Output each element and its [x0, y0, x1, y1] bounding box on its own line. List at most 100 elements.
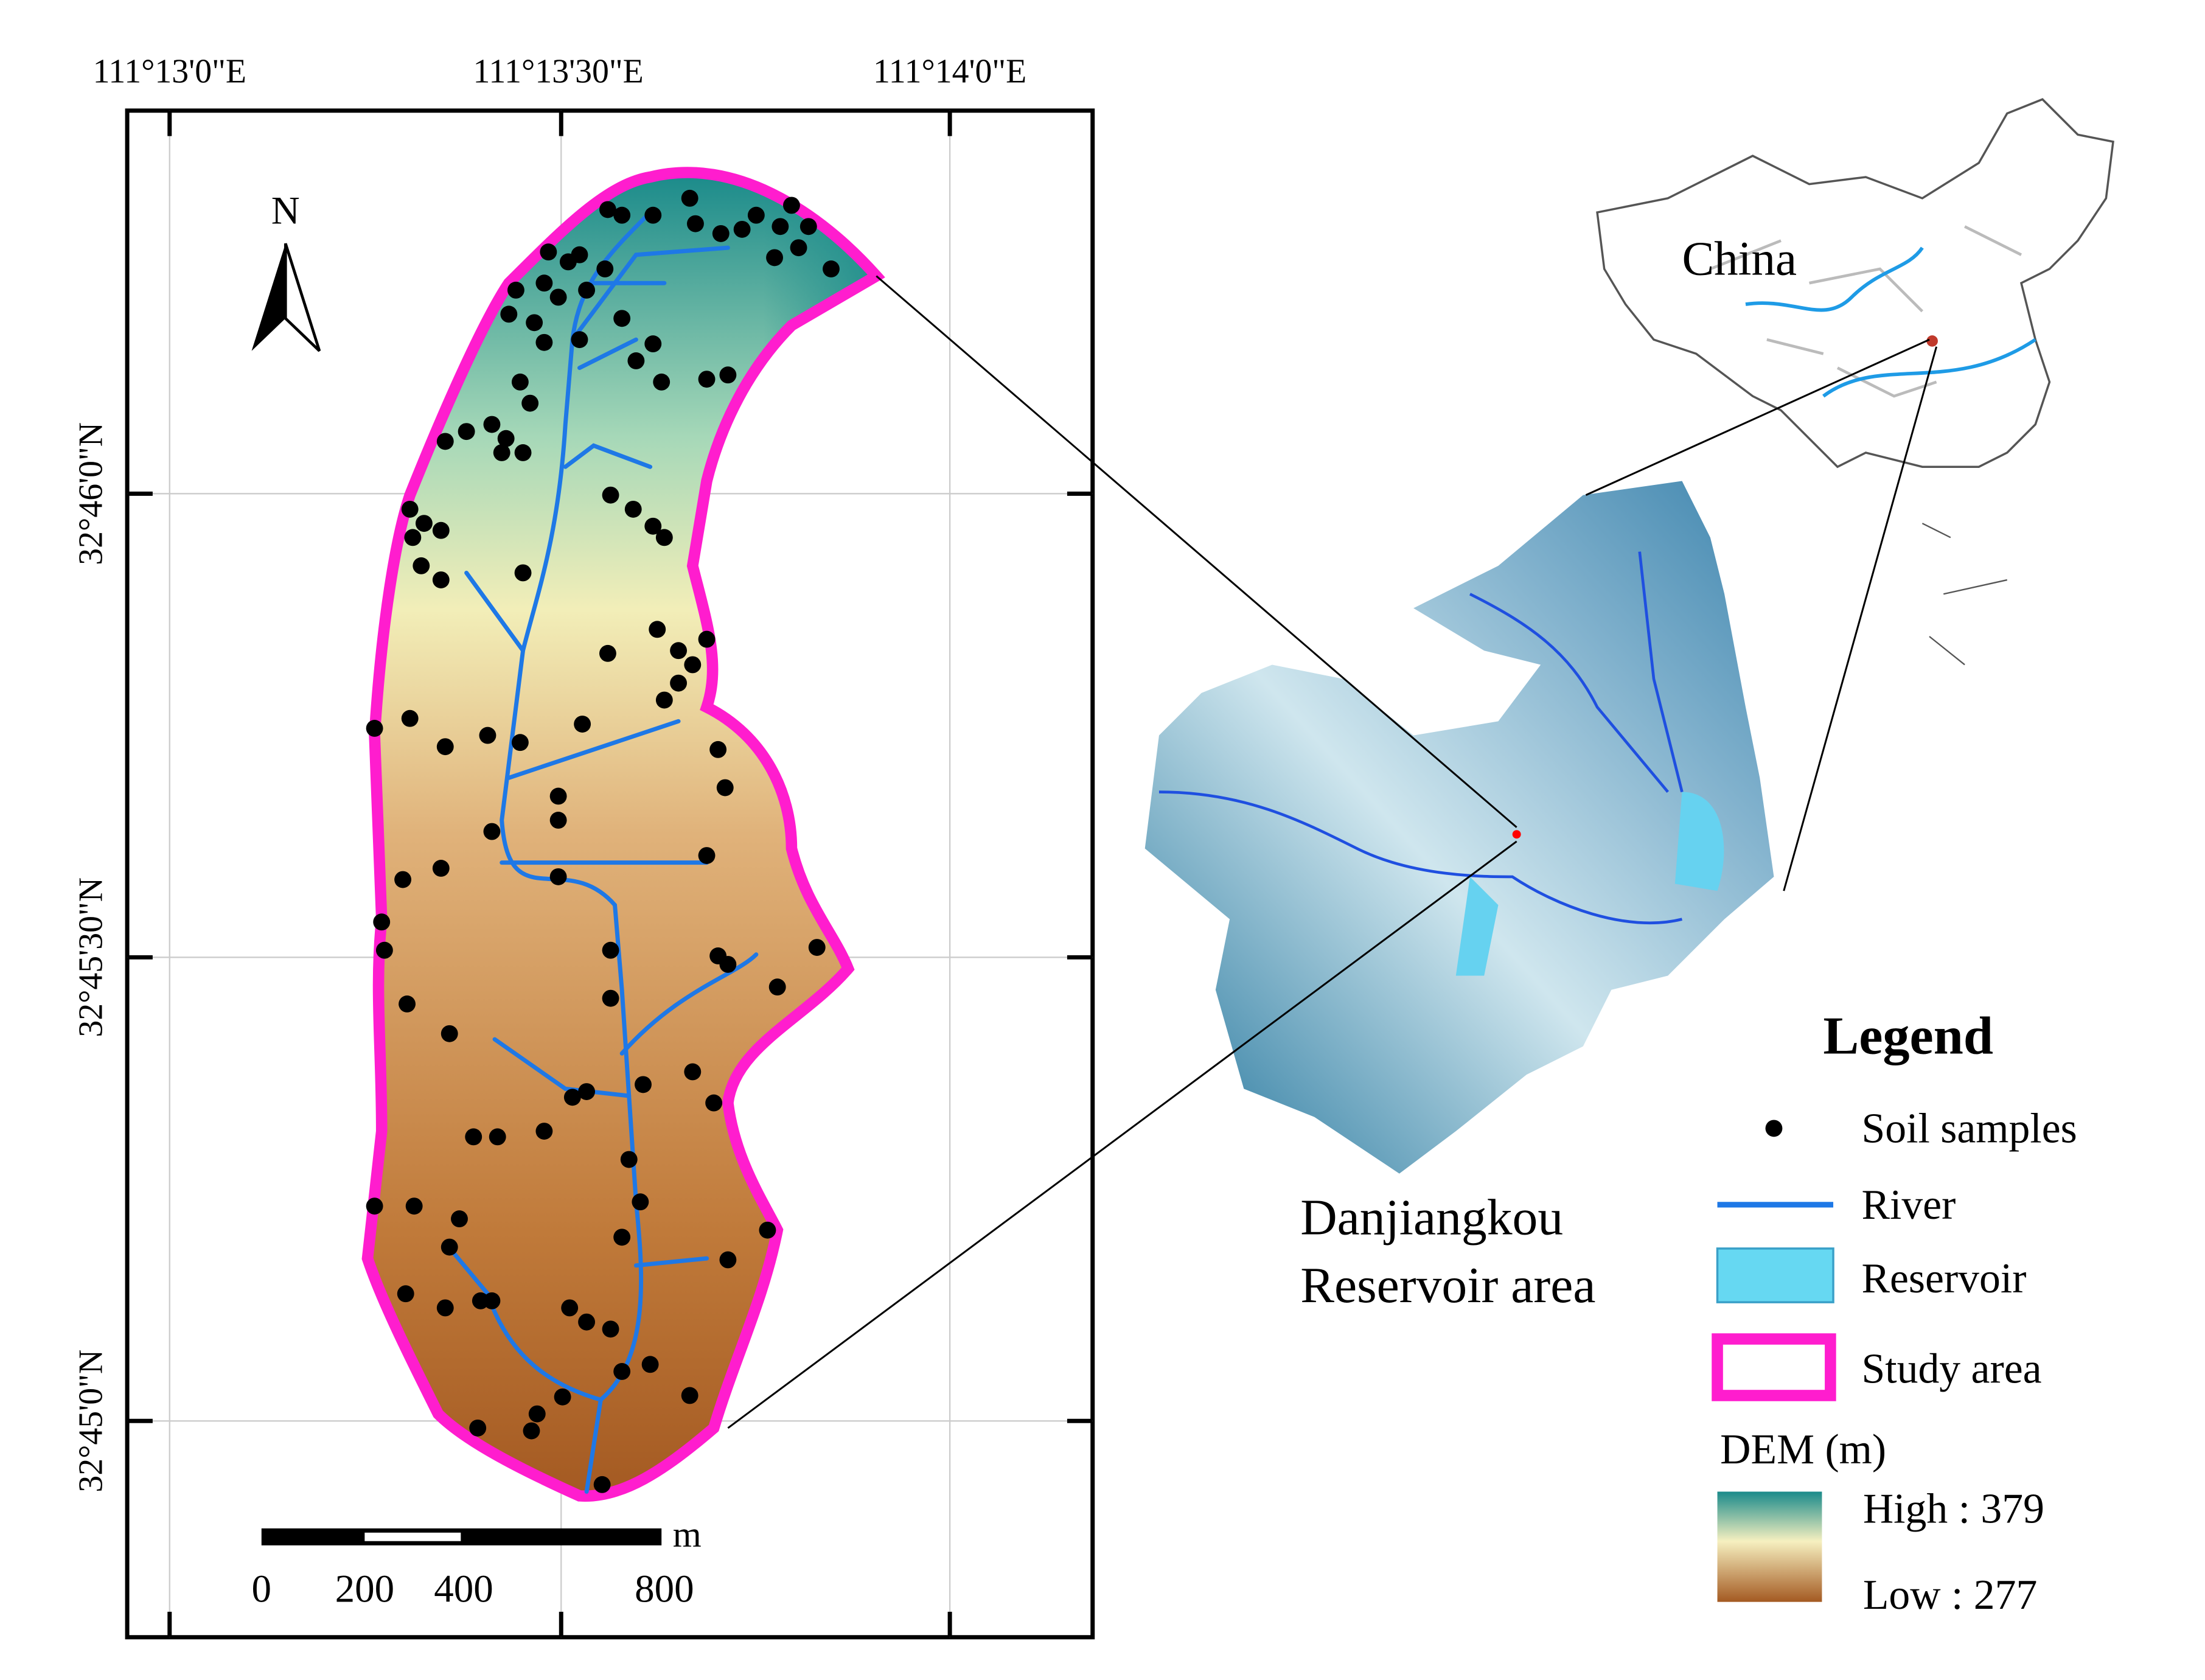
- soil-sample: [479, 727, 496, 744]
- region-label: Reservoir area: [1300, 1257, 1595, 1314]
- soil-sample: [766, 249, 783, 267]
- soil-sample: [535, 333, 553, 351]
- soil-sample: [571, 331, 588, 349]
- soil-sample: [602, 1320, 619, 1338]
- soil-sample: [698, 847, 716, 864]
- soil-sample: [681, 1387, 698, 1404]
- soil-sample: [535, 1123, 553, 1140]
- soil-sample: [719, 366, 737, 384]
- soil-sample: [772, 218, 789, 235]
- soil-sample: [681, 189, 698, 207]
- soil-sample: [415, 515, 433, 532]
- soil-sample: [644, 335, 662, 353]
- soil-sample: [632, 1193, 649, 1211]
- soil-sample: [436, 1299, 454, 1317]
- soil-sample: [644, 206, 662, 224]
- soil-samples: [366, 189, 840, 1493]
- soil-sample: [394, 871, 412, 888]
- soil-sample: [489, 1128, 506, 1146]
- soil-sample: [596, 260, 614, 277]
- soil-sample: [808, 939, 826, 956]
- scale-bar: 0 200 400 800 m: [252, 1514, 702, 1611]
- scale-label: 400: [434, 1567, 493, 1611]
- soil-sample: [549, 787, 567, 805]
- soil-sample: [641, 1356, 659, 1373]
- scale-label: 800: [635, 1567, 694, 1611]
- soil-sample: [563, 1089, 581, 1106]
- zoom-lines: [727, 275, 1938, 1429]
- soil-sample: [561, 1299, 579, 1317]
- north-label: N: [271, 189, 300, 233]
- soil-sample: [578, 1313, 596, 1331]
- soil-sample: [413, 557, 430, 574]
- soil-sample: [521, 394, 539, 412]
- soil-sample: [497, 430, 515, 447]
- soil-sample: [432, 860, 450, 877]
- legend-title: Legend: [1823, 1006, 1993, 1065]
- soil-sample: [404, 529, 422, 546]
- longitude-label: 111°13'30"E: [473, 52, 644, 90]
- soil-sample: [602, 941, 619, 959]
- soil-sample: [401, 709, 419, 727]
- dem-low: Low : 277: [1863, 1572, 2037, 1619]
- soil-sample: [507, 281, 524, 299]
- frame-ticks: [127, 110, 1093, 1637]
- region-label: Danjiangkou: [1300, 1190, 1563, 1246]
- soil-sample: [366, 1197, 383, 1215]
- soil-sample: [549, 288, 567, 306]
- soil-sample: [627, 352, 645, 369]
- legend-label: River: [1861, 1182, 1956, 1229]
- soil-sample: [554, 1388, 571, 1406]
- soil-sample: [602, 486, 619, 504]
- soil-sample: [593, 1476, 611, 1493]
- scale-label: 0: [252, 1567, 272, 1611]
- soil-sample: [698, 630, 716, 648]
- soil-sample: [670, 674, 688, 692]
- soil-sample: [523, 1422, 540, 1440]
- soil-sample: [655, 691, 673, 709]
- soil-sample: [483, 823, 501, 840]
- soil-sample: [441, 1238, 458, 1256]
- soil-sample: [687, 215, 704, 232]
- soil-sample: [458, 423, 475, 441]
- soil-sample: [624, 500, 642, 518]
- soil-sample: [716, 779, 734, 796]
- soil-sample: [705, 1094, 723, 1112]
- rivers: [450, 210, 759, 1494]
- soil-sample: [469, 1419, 487, 1437]
- soil-sample: [451, 1210, 468, 1228]
- soil-sample: [799, 218, 817, 235]
- soil-sample: [613, 310, 631, 327]
- soil-sample: [599, 644, 616, 662]
- soil-sample: [823, 260, 840, 277]
- soil-sample: [549, 812, 567, 829]
- region-map: [1144, 481, 1774, 1174]
- soil-sample: [511, 734, 529, 751]
- soil-sample: [493, 444, 510, 461]
- soil-sample: [535, 274, 553, 292]
- soil-sample: [768, 978, 786, 996]
- soil-sample: [759, 1221, 776, 1239]
- soil-sample: [373, 913, 391, 931]
- soil-sample: [511, 373, 529, 391]
- soil-sample: [602, 989, 619, 1007]
- latitude-label: 32°45'0"N: [72, 1350, 110, 1493]
- soil-sample: [698, 371, 716, 388]
- soil-sample: [684, 1063, 702, 1081]
- soil-sample: [436, 433, 454, 450]
- soil-sample: [500, 305, 518, 323]
- inset-label: China: [1682, 232, 1797, 285]
- soil-sample: [549, 868, 567, 885]
- soil-sample: [401, 500, 419, 518]
- soil-sample: [540, 243, 557, 261]
- soil-sample: [571, 246, 588, 263]
- legend-label: Reservoir: [1861, 1255, 2026, 1302]
- soil-sample: [653, 373, 671, 391]
- study-area: [361, 167, 885, 1502]
- soil-sample: [613, 1363, 631, 1380]
- soil-sample: [483, 1292, 501, 1309]
- soil-sample: [599, 201, 616, 218]
- china-inset: China: [1596, 98, 2114, 666]
